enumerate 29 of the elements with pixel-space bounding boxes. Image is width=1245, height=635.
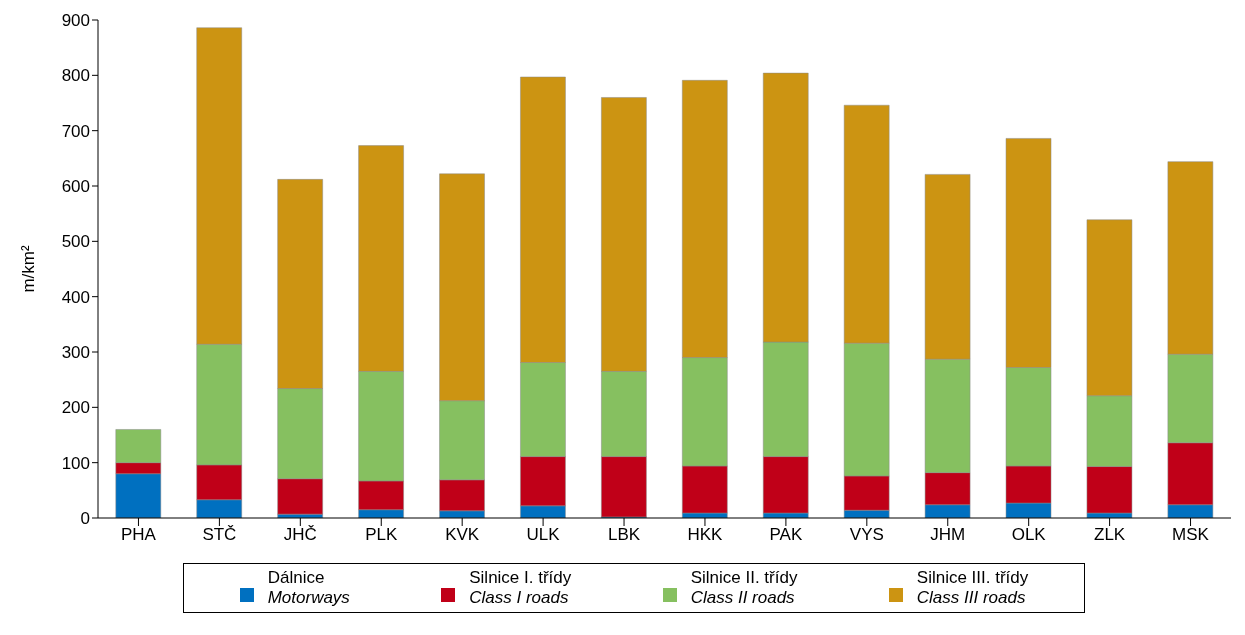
x-tick-label: PAK xyxy=(769,525,803,545)
y-tick-label: 200 xyxy=(61,398,90,418)
y-tick-label: 400 xyxy=(61,287,90,307)
legend-label: Dálnice Motorways xyxy=(267,568,350,608)
x-tick-label: HKK xyxy=(687,525,724,545)
x-tick-label: JHČ xyxy=(283,525,317,545)
x-tick-label: ULK xyxy=(526,525,561,545)
x-tick-label: JHM xyxy=(930,525,966,545)
x-tick-label: KVK xyxy=(445,525,480,545)
y-tick-label: 800 xyxy=(61,66,90,86)
x-tick-label: PHA xyxy=(120,525,157,545)
y-tick-label: 300 xyxy=(61,343,90,363)
y-tick-label: 0 xyxy=(80,509,90,529)
y-tick-label: 700 xyxy=(61,121,90,141)
x-tick-label: VYS xyxy=(849,525,884,545)
y-axis-title: m/km² xyxy=(19,245,39,293)
x-tick-label: STČ xyxy=(202,525,237,545)
y-tick-label: 500 xyxy=(61,232,90,252)
x-tick-label: MSK xyxy=(1172,525,1210,545)
legend-label: Silnice III. třídy Class III roads xyxy=(916,568,1029,608)
x-tick-label: PLK xyxy=(365,525,398,545)
x-tick-label: OLK xyxy=(1011,525,1047,545)
legend-label: Silnice II. třídy Class II roads xyxy=(690,568,798,608)
y-tick-label: 100 xyxy=(61,453,90,473)
legend-label: Silnice I. třídy Class I roads xyxy=(469,568,572,608)
x-tick-label: ZLK xyxy=(1094,525,1126,545)
y-tick-label: 900 xyxy=(61,11,90,31)
y-tick-label: 600 xyxy=(61,177,90,197)
x-tick-label: LBK xyxy=(607,525,641,545)
